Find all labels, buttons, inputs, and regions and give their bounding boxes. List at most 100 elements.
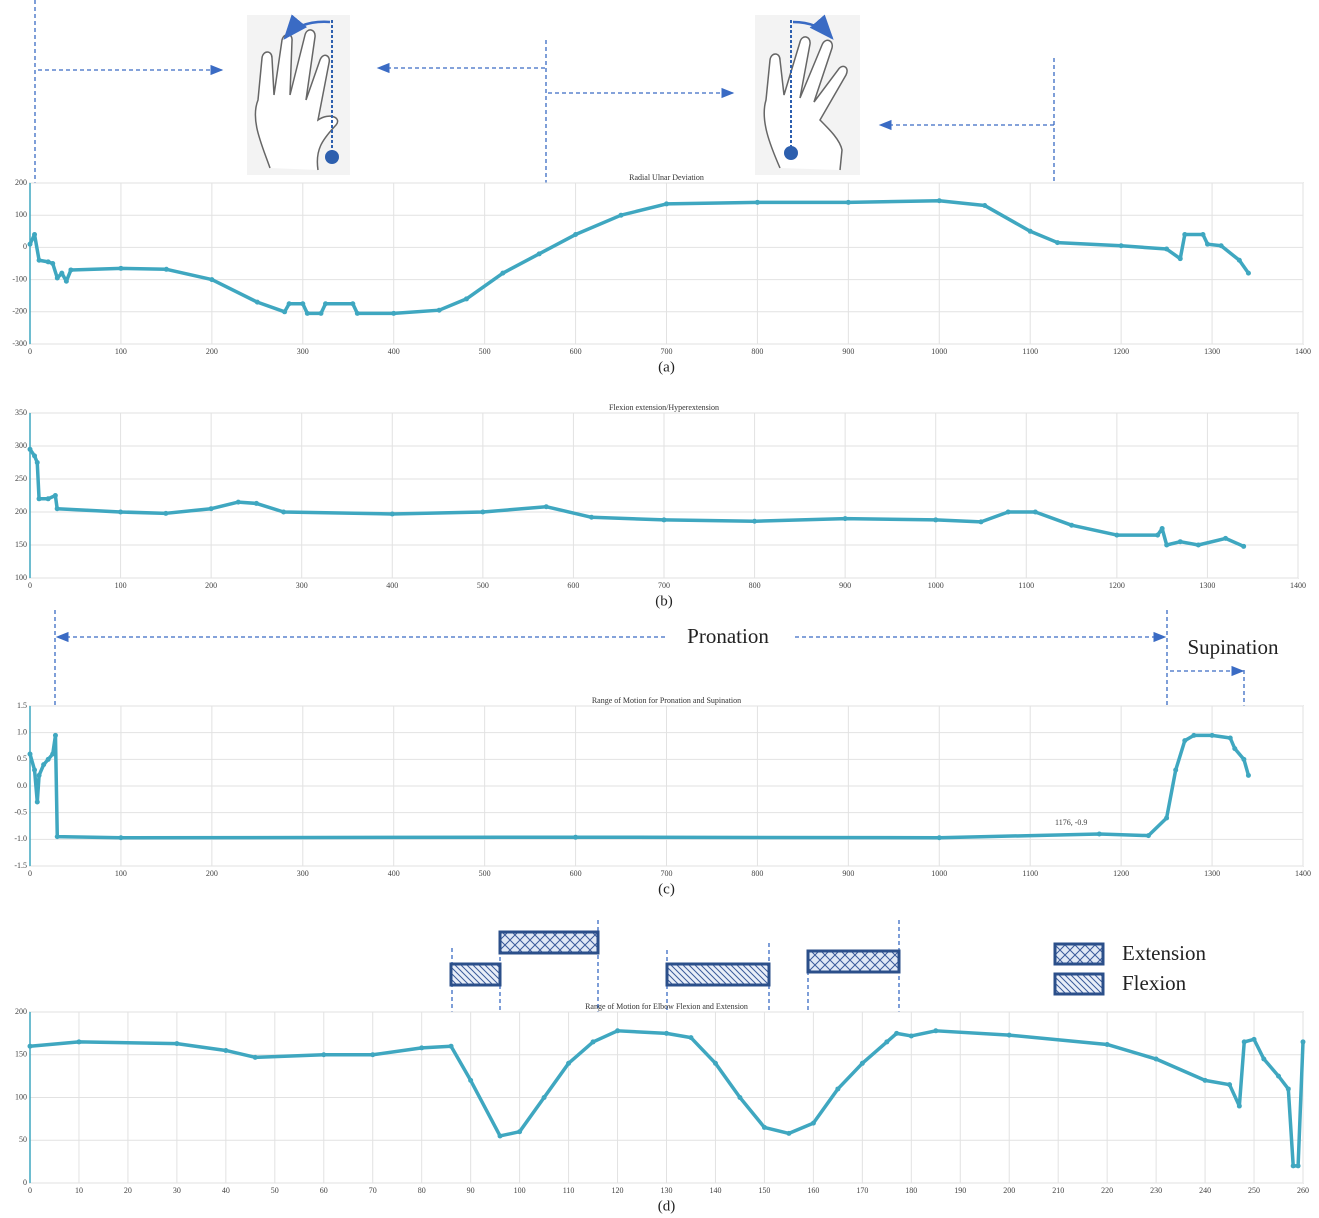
y-tick-label: -200	[12, 307, 27, 316]
x-tick-label: 800	[749, 581, 761, 590]
x-tick-label: 1000	[928, 581, 944, 590]
data-point	[390, 511, 395, 516]
y-tick-label: 150	[15, 540, 27, 549]
x-tick-label: 250	[1248, 1186, 1260, 1195]
data-point	[1291, 1163, 1296, 1168]
data-point	[1261, 1057, 1266, 1062]
y-tick-label: -300	[12, 339, 27, 348]
data-point	[662, 517, 667, 522]
data-point	[35, 800, 40, 805]
data-point	[46, 757, 51, 762]
data-point	[664, 1031, 669, 1036]
data-point	[1228, 736, 1233, 741]
data-point	[937, 835, 942, 840]
x-tick-label: 500	[479, 869, 491, 878]
y-tick-label: 100	[15, 210, 27, 219]
y-tick-label: 0.0	[17, 781, 27, 790]
data-point	[55, 275, 60, 280]
data-point	[64, 279, 69, 284]
x-tick-label: 30	[173, 1186, 181, 1195]
data-point	[1173, 768, 1178, 773]
data-point	[350, 301, 355, 306]
data-point	[884, 1039, 889, 1044]
data-point	[1227, 1082, 1232, 1087]
data-point	[737, 1095, 742, 1100]
data-point	[566, 1061, 571, 1066]
data-point	[755, 200, 760, 205]
y-tick-label: 50	[19, 1135, 27, 1144]
data-point	[1196, 543, 1201, 548]
x-tick-label: 1400	[1290, 581, 1306, 590]
x-tick-label: 800	[751, 347, 763, 356]
x-tick-label: 100	[514, 1186, 526, 1195]
y-tick-label: -1.0	[14, 834, 27, 843]
data-point	[28, 752, 33, 757]
data-point	[615, 1028, 620, 1033]
data-point	[55, 506, 60, 511]
data-point	[1178, 539, 1183, 544]
y-tick-label: 350	[15, 408, 27, 417]
data-point	[664, 201, 669, 206]
data-point	[68, 267, 73, 272]
data-point	[46, 259, 51, 264]
x-tick-label: 1400	[1295, 869, 1311, 878]
x-tick-label: 500	[477, 581, 489, 590]
data-point	[305, 311, 310, 316]
data-point	[35, 460, 40, 465]
y-tick-label: 0	[23, 242, 27, 251]
data-point	[846, 200, 851, 205]
data-point	[1114, 533, 1119, 538]
data-point	[53, 733, 58, 738]
data-point	[28, 1044, 33, 1049]
data-point	[391, 311, 396, 316]
x-tick-label: 0	[28, 581, 32, 590]
data-point	[517, 1129, 522, 1134]
data-point	[321, 1052, 326, 1057]
data-point	[688, 1035, 693, 1040]
y-tick-label: 150	[15, 1050, 27, 1059]
x-tick-label: 70	[369, 1186, 377, 1195]
data-point	[1055, 240, 1060, 245]
x-tick-label: 1300	[1204, 869, 1220, 878]
data-point	[937, 198, 942, 203]
data-point	[1232, 746, 1237, 751]
data-point	[1164, 543, 1169, 548]
data-point	[1006, 510, 1011, 515]
data-point	[53, 493, 58, 498]
data-point	[1237, 1104, 1242, 1109]
x-tick-label: 0	[28, 347, 32, 356]
data-point	[1182, 232, 1187, 237]
y-tick-label: 0.5	[17, 754, 27, 763]
data-point	[28, 242, 33, 247]
data-point	[50, 261, 55, 266]
data-point	[1242, 1039, 1247, 1044]
data-point	[1097, 832, 1102, 837]
x-tick-label: 400	[386, 581, 398, 590]
data-point	[1301, 1039, 1306, 1044]
y-tick-label: 200	[15, 1007, 27, 1016]
x-tick-label: 80	[418, 1186, 426, 1195]
data-point	[1219, 243, 1224, 248]
x-tick-label: 50	[271, 1186, 279, 1195]
y-tick-label: 300	[15, 441, 27, 450]
caption: (c)	[658, 881, 675, 897]
annotation: 1176, -0.9	[1055, 818, 1087, 827]
data-point	[163, 511, 168, 516]
x-tick-label: 20	[124, 1186, 132, 1195]
chart-title: Radial Ulnar Deviation	[629, 173, 704, 182]
data-point	[1210, 733, 1215, 738]
x-tick-label: 1200	[1113, 347, 1129, 356]
x-tick-label: 40	[222, 1186, 230, 1195]
data-point	[174, 1041, 179, 1046]
x-tick-label: 180	[905, 1186, 917, 1195]
data-point	[55, 834, 60, 839]
data-point	[762, 1125, 767, 1130]
data-point	[41, 762, 46, 767]
data-point	[300, 301, 305, 306]
x-tick-label: 100	[115, 347, 127, 356]
x-tick-label: 10	[75, 1186, 83, 1195]
x-tick-label: 260	[1297, 1186, 1309, 1195]
data-point	[1191, 733, 1196, 738]
data-point	[32, 768, 37, 773]
data-point	[835, 1086, 840, 1091]
